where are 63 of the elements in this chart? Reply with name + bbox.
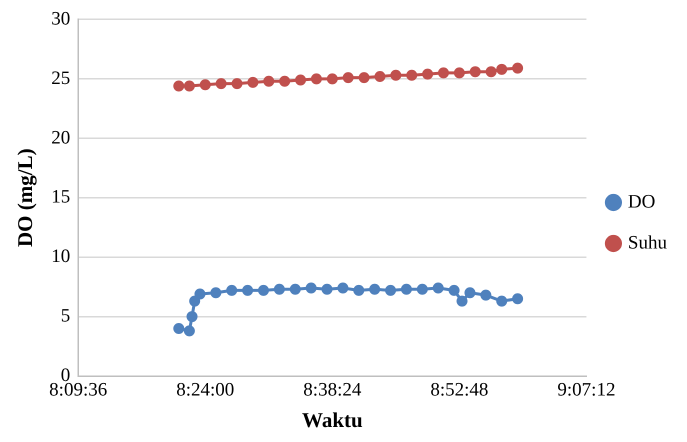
point — [400, 284, 412, 295]
point — [464, 287, 476, 298]
y-tick-label: 5 — [60, 306, 70, 327]
x-tick-label: 9:07:12 — [557, 379, 616, 400]
point — [337, 282, 348, 294]
point — [454, 67, 465, 78]
point — [406, 70, 418, 81]
point — [385, 284, 396, 296]
point — [310, 73, 322, 84]
point — [173, 322, 184, 334]
x-tick-label: 8:38:24 — [303, 379, 362, 400]
point — [173, 80, 184, 92]
y-tick-label: 30 — [51, 8, 70, 30]
point — [263, 76, 274, 87]
point — [200, 79, 211, 90]
point — [432, 282, 444, 294]
x-axis-title: Waktu — [302, 408, 363, 432]
point — [295, 74, 306, 86]
point — [194, 288, 206, 300]
point — [369, 284, 380, 295]
x-tick-label: 8:52:48 — [430, 379, 488, 400]
point — [258, 284, 269, 296]
y-tick-label: 20 — [51, 127, 70, 148]
point — [496, 64, 508, 75]
point — [480, 290, 492, 301]
point — [496, 296, 508, 307]
point — [416, 284, 428, 295]
point — [390, 70, 402, 81]
point — [184, 325, 195, 336]
point — [242, 284, 254, 296]
point — [274, 284, 285, 295]
point — [470, 66, 481, 78]
legend-label: Suhu — [628, 232, 668, 254]
point — [358, 72, 370, 84]
point — [422, 68, 434, 80]
point — [448, 284, 460, 296]
point — [216, 78, 227, 90]
point — [210, 287, 222, 298]
point — [290, 284, 301, 295]
point — [186, 311, 198, 322]
point — [306, 282, 317, 294]
point — [322, 284, 333, 295]
point — [486, 66, 497, 78]
point — [279, 76, 290, 87]
point — [374, 70, 386, 82]
point — [512, 293, 524, 304]
point — [226, 284, 238, 296]
legend-label: DO — [628, 191, 656, 212]
y-tick-label: 25 — [51, 68, 70, 89]
x-tick-label: 8:24:00 — [176, 379, 234, 400]
point — [512, 62, 524, 74]
y-tick-label: 10 — [51, 246, 70, 268]
point — [353, 284, 364, 296]
point — [342, 72, 354, 84]
point — [232, 78, 243, 90]
point — [247, 76, 258, 88]
point — [326, 73, 338, 84]
point — [189, 296, 200, 307]
point — [184, 80, 195, 92]
y-tick-label: 15 — [51, 186, 70, 208]
y-axis-title: DO (mg/L) — [13, 148, 38, 247]
point — [456, 296, 468, 307]
point — [438, 67, 449, 78]
